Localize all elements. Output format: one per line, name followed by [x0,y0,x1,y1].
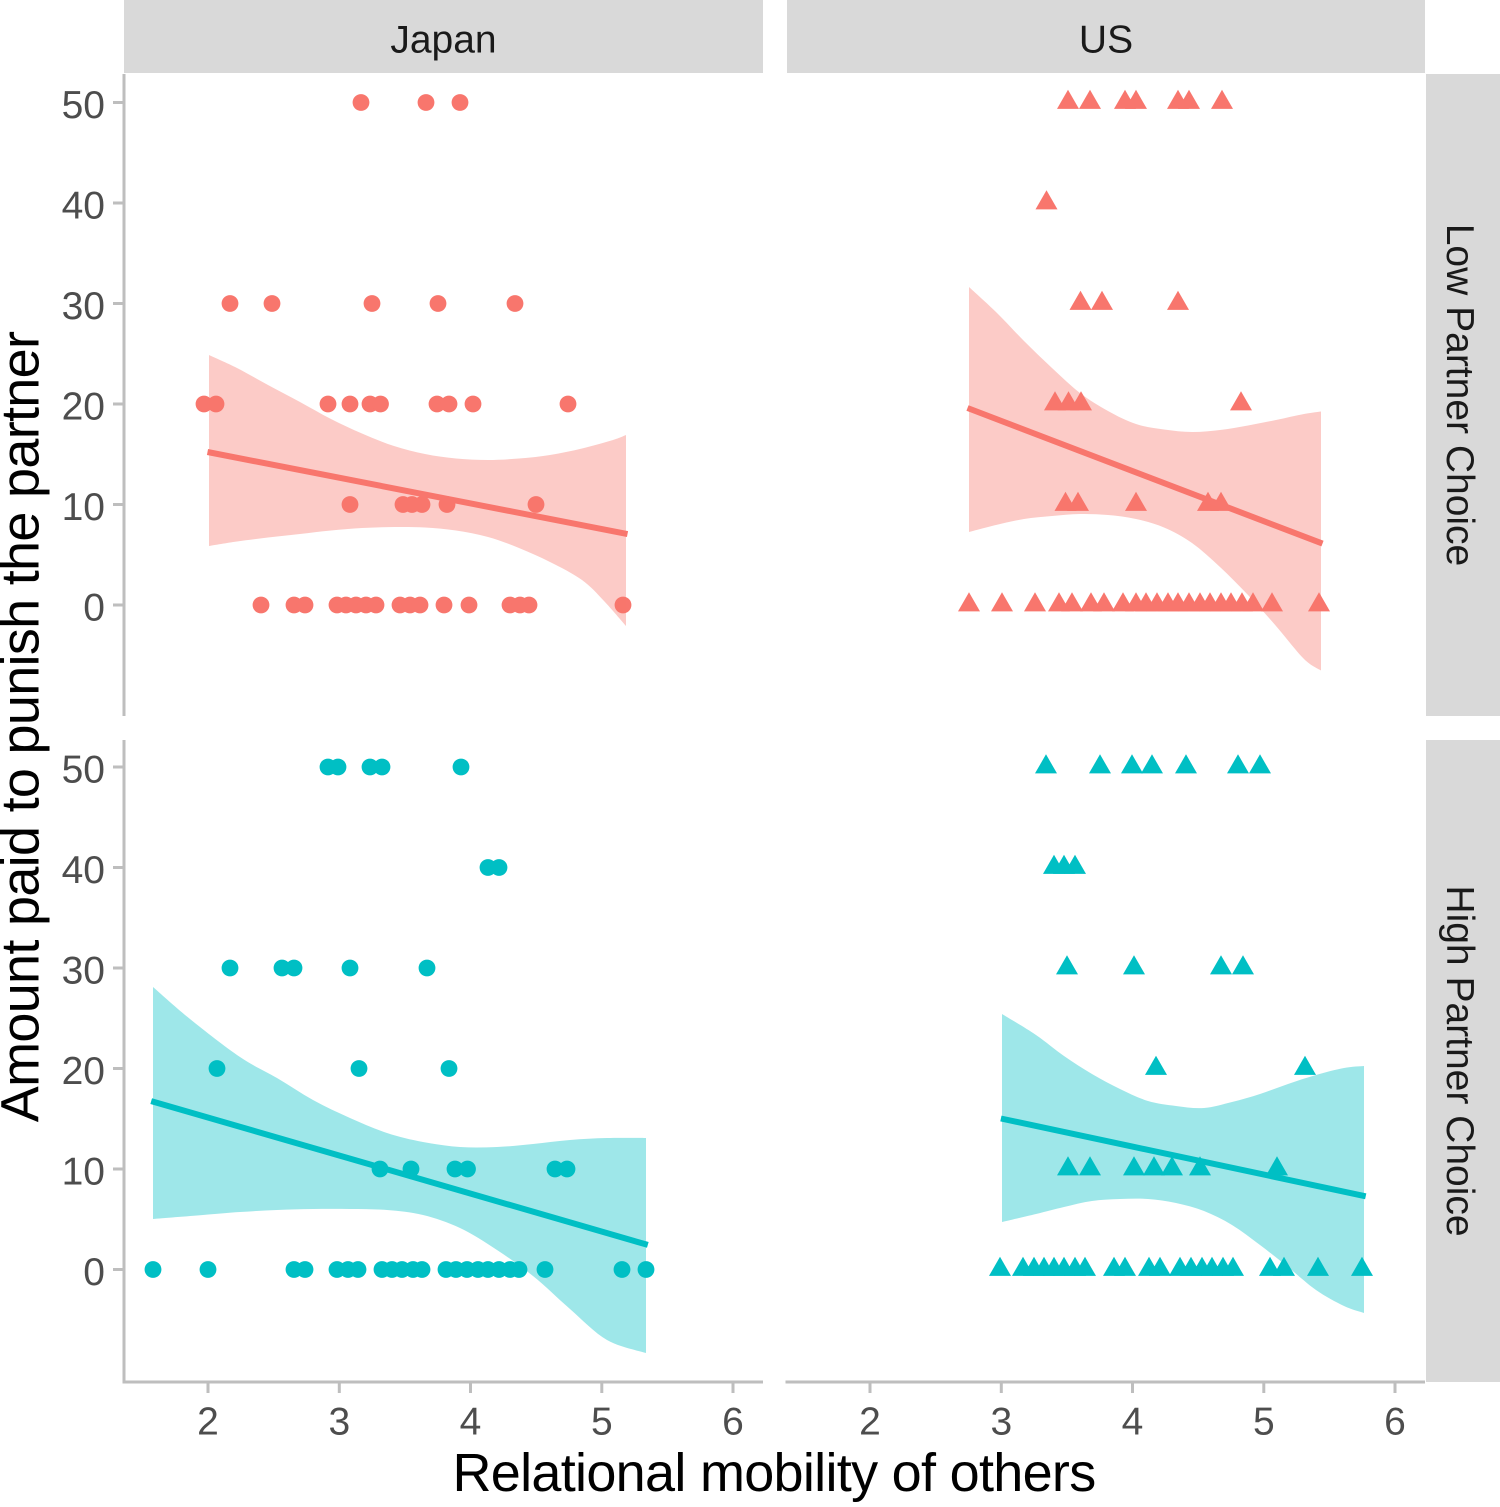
svg-text:3: 3 [990,1401,1012,1444]
svg-text:5: 5 [1253,1401,1275,1444]
svg-text:10: 10 [62,1151,105,1194]
svg-text:2: 2 [197,1401,219,1444]
svg-text:10: 10 [62,486,105,529]
svg-text:6: 6 [1384,1401,1406,1444]
svg-text:6: 6 [722,1401,744,1444]
svg-text:2: 2 [859,1401,881,1444]
svg-text:Relational mobility of others: Relational mobility of others [452,1443,1095,1502]
svg-text:US: US [1079,19,1133,62]
svg-text:0: 0 [83,1251,105,1294]
svg-text:4: 4 [1122,1401,1144,1444]
svg-text:High Partner Choice: High Partner Choice [1438,885,1481,1236]
svg-text:0: 0 [83,587,105,630]
svg-text:40: 40 [62,849,105,892]
svg-text:3: 3 [328,1401,350,1444]
svg-text:30: 30 [62,950,105,993]
svg-text:20: 20 [62,386,105,429]
svg-text:Low Partner Choice: Low Partner Choice [1438,224,1481,567]
svg-text:50: 50 [62,749,105,792]
svg-text:50: 50 [62,84,105,127]
svg-text:4: 4 [460,1401,482,1444]
svg-text:5: 5 [591,1401,613,1444]
svg-text:20: 20 [62,1050,105,1093]
svg-text:Japan: Japan [390,19,496,62]
svg-text:30: 30 [62,285,105,328]
svg-text:Amount paid to punish the part: Amount paid to punish the partner [0,331,51,1122]
svg-text:40: 40 [62,185,105,228]
